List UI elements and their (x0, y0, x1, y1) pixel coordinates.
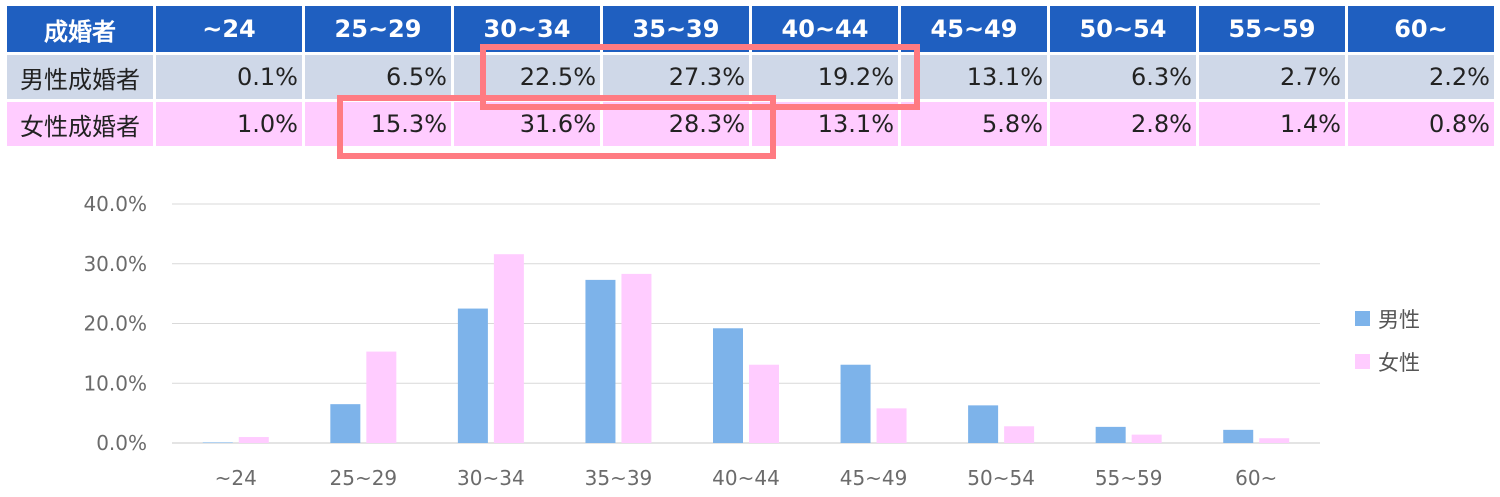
female-value-cell: 1.4% (1199, 102, 1345, 146)
header-age-55-59: 55~59 (1199, 6, 1345, 52)
header-age-50-54: 50~54 (1050, 6, 1196, 52)
x-tick-label: 35~39 (585, 466, 653, 490)
bar-female (366, 351, 397, 443)
row-label-female: 女性成婚者 (7, 102, 153, 146)
male-value-cell: 27.3% (603, 55, 749, 99)
female-value-cell: 2.8% (1050, 102, 1196, 146)
header-age-60: 60~ (1348, 6, 1494, 52)
bar-female (621, 273, 652, 443)
x-tick-label: 25~29 (330, 466, 398, 490)
male-value-cell: 0.1% (156, 55, 302, 99)
x-tick-label: 60~ (1235, 466, 1277, 490)
male-value-cell: 22.5% (454, 55, 600, 99)
marriage-age-table-container: 成婚者 ~24 25~29 30~34 35~39 40~44 45~49 50… (4, 3, 1497, 149)
male-value-cell: 2.2% (1348, 55, 1494, 99)
y-tick-label: 20.0% (83, 312, 147, 336)
legend-swatch (1355, 311, 1370, 326)
table-corner-label: 成婚者 (7, 6, 153, 52)
header-age-45-49: 45~49 (901, 6, 1047, 52)
chart-y-axis-ticks: 0.0% 10.0% 20.0% 30.0% 40.0% (83, 192, 147, 455)
legend-swatch (1355, 354, 1370, 369)
y-tick-label: 40.0% (83, 192, 147, 216)
female-value-cell: 5.8% (901, 102, 1047, 146)
x-tick-label: 30~34 (457, 466, 525, 490)
male-value-cell: 6.5% (305, 55, 451, 99)
bar-male (840, 364, 871, 443)
chart-gridlines (172, 203, 1320, 444)
table-row-female: 女性成婚者 1.0% 15.3% 31.6% 28.3% 13.1% 5.8% … (7, 102, 1494, 146)
header-age-25-29: 25~29 (305, 6, 451, 52)
bar-male (330, 404, 361, 443)
female-value-cell: 1.0% (156, 102, 302, 146)
legend-label: 男性 (1378, 308, 1420, 332)
bar-female (1259, 438, 1290, 443)
bar-male (968, 405, 999, 443)
table-row-male: 男性成婚者 0.1% 6.5% 22.5% 27.3% 19.2% 13.1% … (7, 55, 1494, 99)
x-tick-label: 45~49 (840, 466, 908, 490)
y-tick-label: 10.0% (83, 371, 147, 395)
x-tick-label: 55~59 (1095, 466, 1163, 490)
y-tick-label: 0.0% (96, 431, 147, 455)
marriage-age-table: 成婚者 ~24 25~29 30~34 35~39 40~44 45~49 50… (4, 3, 1497, 149)
bar-female (493, 254, 524, 443)
bar-male (457, 308, 488, 443)
header-age-30-34: 30~34 (454, 6, 600, 52)
x-tick-label: 50~54 (967, 466, 1035, 490)
bar-female (1004, 426, 1035, 443)
y-tick-label: 30.0% (83, 252, 147, 276)
x-tick-label: ~24 (215, 466, 257, 490)
bar-female (876, 408, 907, 443)
male-value-cell: 19.2% (752, 55, 898, 99)
female-value-cell: 15.3% (305, 102, 451, 146)
legend-label: 女性 (1378, 351, 1420, 375)
male-value-cell: 6.3% (1050, 55, 1196, 99)
header-age-24: ~24 (156, 6, 302, 52)
row-label-male: 男性成婚者 (7, 55, 153, 99)
female-value-cell: 0.8% (1348, 102, 1494, 146)
bar-male (713, 328, 743, 443)
bar-female (238, 437, 269, 443)
x-tick-label: 40~44 (712, 466, 780, 490)
bar-male (1223, 429, 1254, 443)
chart-bars (202, 254, 1290, 443)
bar-male (1095, 426, 1126, 443)
bar-female (1131, 434, 1162, 443)
chart-x-axis-ticks: ~24 25~29 30~34 35~39 40~44 45~49 50~54 55~59 60… (215, 466, 1278, 490)
male-value-cell: 13.1% (901, 55, 1047, 99)
bar-female (749, 364, 779, 443)
male-value-cell: 2.7% (1199, 55, 1345, 99)
table-header-row: 成婚者 ~24 25~29 30~34 35~39 40~44 45~49 50… (7, 6, 1494, 52)
bar-male (585, 279, 616, 443)
bar-male (202, 442, 233, 443)
